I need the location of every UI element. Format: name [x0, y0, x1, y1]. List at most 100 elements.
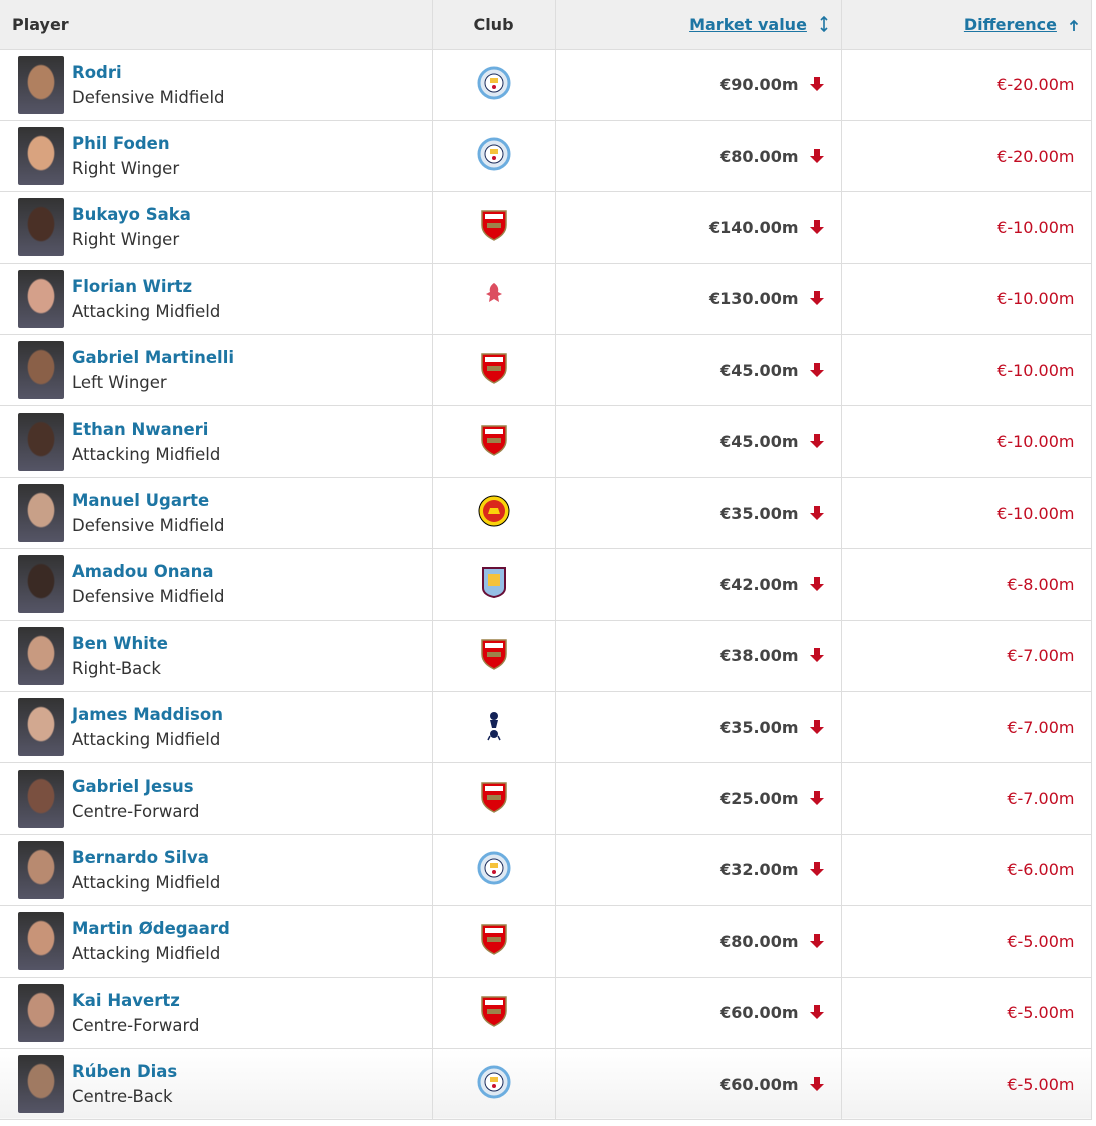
value-difference: €-5.00m [1007, 1074, 1075, 1094]
player-name-link[interactable]: Ethan Nwaneri [72, 419, 209, 439]
club-crest-arsenal-icon[interactable] [479, 781, 509, 818]
player-photo[interactable] [18, 840, 64, 899]
club-crest-arsenal-icon[interactable] [479, 210, 509, 246]
value-difference: €-20.00m [997, 146, 1075, 166]
player-photo[interactable] [18, 198, 64, 257]
club-crest-tottenham-icon[interactable] [484, 712, 504, 746]
player-photo[interactable] [18, 626, 64, 685]
player-name-link[interactable]: Rodri [72, 62, 122, 82]
club-crest-man-city-icon[interactable] [477, 66, 511, 104]
club-crest-man-city-icon[interactable] [477, 137, 511, 175]
market-value: €45.00m [720, 360, 799, 380]
player-name-link[interactable]: Bernardo Silva [72, 847, 209, 867]
player-position: Centre-Back [72, 1087, 173, 1107]
player-photo[interactable] [18, 55, 64, 114]
player-photo[interactable] [18, 912, 64, 971]
player-name-link[interactable]: Phil Foden [72, 134, 170, 154]
club-crest-arsenal-icon[interactable] [479, 996, 509, 1032]
player-photo[interactable] [18, 555, 64, 614]
player-position: Defensive Midfield [72, 87, 225, 107]
market-value: €80.00m [720, 931, 799, 951]
value-difference: €-7.00m [1007, 717, 1075, 737]
market-value: €80.00m [720, 146, 799, 166]
player-name-link[interactable]: Rúben Dias [72, 1062, 178, 1082]
player-photo[interactable] [18, 769, 64, 828]
player-photo[interactable] [18, 484, 64, 543]
market-value: €32.00m [720, 860, 799, 880]
player-name-link[interactable]: Martin Ødegaard [72, 919, 230, 939]
market-value: €60.00m [720, 1074, 799, 1094]
market-value: €130.00m [708, 289, 799, 309]
club-crest-arsenal-icon[interactable] [479, 639, 509, 675]
player-photo[interactable] [18, 341, 64, 400]
player-position: Attacking Midfield [72, 444, 221, 464]
value-difference: €-10.00m [997, 289, 1075, 309]
player-name-link[interactable]: Gabriel Martinelli [72, 348, 235, 368]
club-crest-liverpool-icon[interactable] [482, 282, 506, 318]
value-difference: €-8.00m [1007, 574, 1075, 594]
player-name-link[interactable]: James Maddison [72, 705, 223, 725]
arrow-down-icon [809, 1005, 824, 1020]
arrow-down-icon [809, 576, 824, 591]
arrow-down-icon [809, 148, 824, 163]
player-name-link[interactable]: Gabriel Jesus [72, 776, 194, 796]
arrow-down-icon [809, 791, 824, 806]
player-photo[interactable] [18, 1055, 64, 1114]
header-market-value[interactable]: Market value [555, 0, 842, 50]
player-photo[interactable] [18, 127, 64, 186]
table-row: Ben White Right-Back €38.00m €-7.00m [0, 620, 1092, 693]
value-difference: €-10.00m [997, 360, 1075, 380]
market-value: €35.00m [720, 717, 799, 737]
player-position: Defensive Midfield [72, 516, 225, 536]
player-name-link[interactable]: Florian Wirtz [72, 276, 193, 296]
table-row: Bukayo Saka Right Winger €140.00m €-10.00… [0, 191, 1092, 264]
market-value: €42.00m [720, 574, 799, 594]
table-row: Manuel Ugarte Defensive Midfield €35.00m … [0, 477, 1092, 550]
club-crest-man-city-icon[interactable] [477, 851, 511, 889]
player-photo[interactable] [18, 983, 64, 1042]
club-crest-man-city-icon[interactable] [477, 1065, 511, 1103]
player-position: Attacking Midfield [72, 730, 221, 750]
value-difference: €-10.00m [997, 217, 1075, 237]
value-difference: €-10.00m [997, 432, 1075, 452]
market-value: €60.00m [720, 1003, 799, 1023]
player-name-link[interactable]: Manuel Ugarte [72, 491, 210, 511]
club-crest-aston-villa-icon[interactable] [481, 567, 507, 603]
player-position: Attacking Midfield [72, 301, 221, 321]
player-name-link[interactable]: Kai Havertz [72, 990, 180, 1010]
sort-market-value-link[interactable]: Market value [689, 14, 807, 34]
player-position: Right-Back [72, 658, 161, 678]
table-row: Bernardo Silva Attacking Midfield €32.00m… [0, 834, 1092, 907]
sort-difference-link[interactable]: Difference [963, 14, 1057, 34]
player-position: Attacking Midfield [72, 944, 221, 964]
header-difference[interactable]: Difference [841, 0, 1092, 50]
arrow-down-icon [809, 933, 824, 948]
player-position: Attacking Midfield [72, 872, 221, 892]
value-difference: €-20.00m [997, 75, 1075, 95]
club-crest-man-utd-icon[interactable] [477, 495, 511, 532]
market-value: €35.00m [720, 503, 799, 523]
value-difference: €-5.00m [1007, 1003, 1075, 1023]
arrow-down-icon [809, 1076, 824, 1091]
value-difference: €-7.00m [1007, 646, 1075, 666]
table-row: Phil Foden Right Winger €80.00m €-20.00m [0, 120, 1092, 193]
player-photo[interactable] [18, 698, 64, 757]
table-row: Ethan Nwaneri Attacking Midfield €45.00m … [0, 405, 1092, 478]
value-difference: €-6.00m [1007, 860, 1075, 880]
table-row: Amadou Onana Defensive Midfield €42.00m €… [0, 548, 1092, 621]
market-value: €45.00m [720, 432, 799, 452]
sortable-icon[interactable] [819, 15, 829, 32]
player-name-link[interactable]: Amadou Onana [72, 562, 214, 582]
player-name-link[interactable]: Bukayo Saka [72, 205, 191, 225]
player-photo[interactable] [18, 269, 64, 328]
club-crest-arsenal-icon[interactable] [479, 924, 509, 960]
table-row: Florian Wirtz Attacking Midfield €130.00m… [0, 263, 1092, 336]
player-photo[interactable] [18, 412, 64, 471]
value-difference: €-5.00m [1007, 931, 1075, 951]
value-difference: €-7.00m [1007, 789, 1075, 809]
player-name-link[interactable]: Ben White [72, 633, 168, 653]
sort-ascending-icon[interactable] [1069, 18, 1079, 32]
club-crest-arsenal-icon[interactable] [479, 424, 509, 461]
club-crest-arsenal-icon[interactable] [479, 353, 509, 389]
